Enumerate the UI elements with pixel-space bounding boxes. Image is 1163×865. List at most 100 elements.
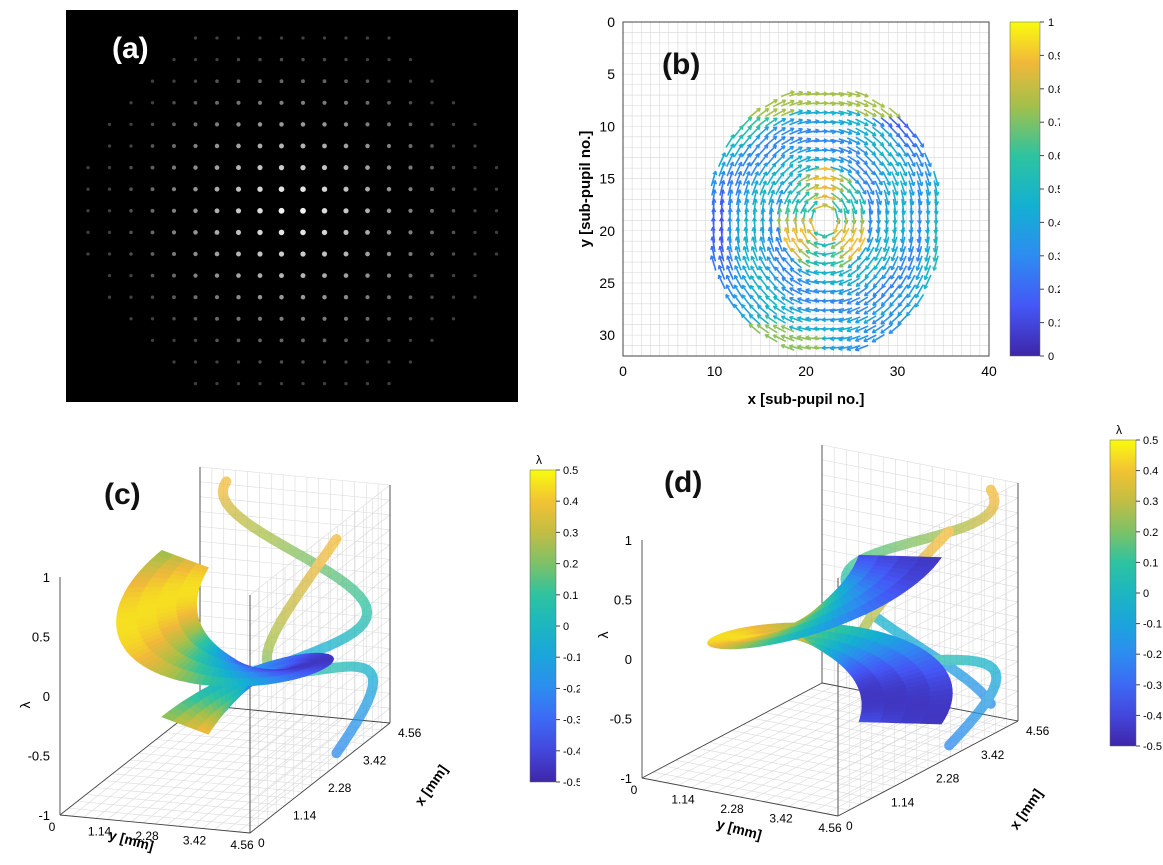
spot bbox=[452, 166, 455, 169]
projection-segment bbox=[328, 539, 336, 551]
spot bbox=[322, 295, 326, 299]
spot bbox=[258, 360, 261, 363]
spot bbox=[409, 317, 412, 320]
colorbar-tick-label: -0.4 bbox=[1143, 710, 1162, 722]
spot bbox=[258, 317, 262, 321]
spot bbox=[236, 252, 241, 257]
spot bbox=[129, 187, 133, 191]
spot bbox=[129, 231, 133, 235]
spot bbox=[215, 208, 220, 213]
spot bbox=[365, 273, 369, 277]
spot bbox=[279, 295, 284, 300]
spot bbox=[366, 79, 370, 83]
spot bbox=[86, 231, 89, 234]
spot bbox=[194, 80, 197, 83]
colorbar-tick-label: 0.1 bbox=[1143, 557, 1158, 569]
spot bbox=[172, 144, 176, 148]
spot bbox=[366, 58, 369, 61]
colorbar-tick-label: 0 bbox=[1143, 588, 1149, 600]
spot bbox=[409, 123, 413, 127]
spot bbox=[323, 360, 326, 363]
spot bbox=[215, 144, 219, 148]
spot bbox=[172, 274, 176, 278]
spot bbox=[279, 273, 284, 278]
x-tick-label: 2.28 bbox=[328, 781, 352, 795]
spot bbox=[215, 230, 220, 235]
spot bbox=[172, 166, 176, 170]
spot bbox=[344, 122, 348, 126]
spot bbox=[387, 295, 391, 299]
spot bbox=[194, 36, 197, 39]
spot bbox=[301, 317, 305, 321]
spot bbox=[344, 360, 347, 363]
spot bbox=[409, 274, 413, 278]
z-tick-label: 0 bbox=[43, 689, 50, 704]
spot bbox=[215, 317, 219, 321]
x-tick-label: 1.14 bbox=[891, 795, 915, 809]
colorbar-tick-label: 0.1 bbox=[1048, 318, 1060, 330]
panel-label-d: (d) bbox=[664, 466, 702, 499]
surface-facet bbox=[146, 583, 166, 588]
spot bbox=[495, 166, 498, 169]
z-tick-label: 0.5 bbox=[614, 593, 632, 608]
spot bbox=[344, 36, 347, 39]
surface-facet bbox=[128, 582, 149, 587]
spot bbox=[365, 122, 369, 126]
spot bbox=[473, 166, 476, 169]
spot bbox=[257, 251, 262, 256]
spot bbox=[236, 317, 240, 321]
spot bbox=[430, 274, 434, 278]
spot bbox=[86, 252, 89, 255]
spot bbox=[151, 123, 154, 126]
spot bbox=[129, 144, 132, 147]
spot bbox=[215, 79, 219, 83]
surface-facet bbox=[182, 584, 201, 588]
spot bbox=[279, 317, 283, 321]
spot bbox=[430, 187, 434, 191]
spot bbox=[257, 208, 263, 214]
spot bbox=[215, 101, 219, 105]
spot bbox=[301, 122, 306, 127]
surface-facet bbox=[859, 719, 881, 722]
colorbar-tick-label: 0.3 bbox=[1048, 251, 1060, 263]
spot bbox=[430, 80, 433, 83]
spot bbox=[151, 80, 154, 83]
spot bbox=[430, 209, 434, 213]
colorbar-tick-label: -0.3 bbox=[563, 715, 580, 727]
colorbar-tick-label: 0.4 bbox=[1048, 217, 1060, 229]
y-axis-label: y [sub-pupil no.] bbox=[577, 131, 594, 248]
spot bbox=[194, 101, 198, 105]
spot bbox=[387, 382, 390, 385]
spot bbox=[215, 252, 220, 257]
spot bbox=[344, 144, 349, 149]
surface-facet bbox=[224, 678, 232, 687]
spot bbox=[301, 101, 305, 105]
spot bbox=[473, 123, 476, 126]
colorbar-tick-label: 0 bbox=[1048, 351, 1054, 363]
surface-facet bbox=[217, 677, 225, 686]
colorbar-tick-label: -0.5 bbox=[563, 777, 580, 789]
x-axis-label: x [sub-pupil no.] bbox=[748, 391, 865, 408]
spot bbox=[279, 122, 284, 127]
wall-projections bbox=[223, 481, 373, 753]
spot bbox=[237, 360, 240, 363]
spot bbox=[473, 231, 476, 234]
spot bbox=[365, 208, 370, 213]
spot bbox=[151, 187, 155, 191]
spot bbox=[108, 274, 111, 277]
spot bbox=[322, 122, 326, 126]
spot bbox=[366, 339, 370, 343]
projection-segment bbox=[991, 490, 994, 496]
x-tick-label: 0 bbox=[258, 836, 265, 850]
spot bbox=[172, 209, 176, 213]
colorbar-tick-label: 0.1 bbox=[563, 590, 578, 602]
spot bbox=[343, 208, 348, 213]
spot bbox=[194, 382, 197, 385]
projection-segment bbox=[224, 481, 227, 486]
floor-grid-line bbox=[826, 719, 1006, 814]
spot bbox=[279, 186, 285, 192]
colorbar bbox=[530, 470, 556, 782]
spot bbox=[215, 36, 218, 39]
